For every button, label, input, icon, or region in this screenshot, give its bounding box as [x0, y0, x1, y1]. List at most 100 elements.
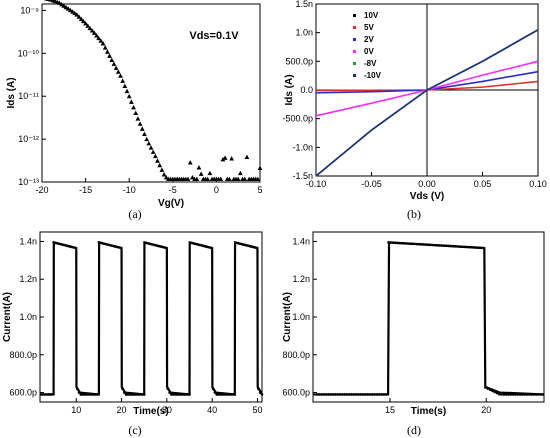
- panel-d-point: [433, 243, 436, 247]
- panel-d-point: [370, 393, 374, 396]
- panel-d-point: [528, 393, 531, 396]
- panel-c-point: [168, 391, 171, 394]
- panel-c-point: [88, 393, 92, 396]
- panel-a-point: [237, 170, 243, 176]
- panel-d-point: [484, 386, 487, 389]
- panel-c-point: [257, 387, 260, 391]
- panel-c-point: [130, 393, 133, 396]
- panel-c-point: [228, 393, 231, 396]
- panel-c-point: [231, 393, 235, 396]
- panel-c-xtick-label: 30: [162, 405, 172, 415]
- panel-a-point: [205, 176, 211, 181]
- panel-a-point: [218, 176, 224, 181]
- panel-c-caption: (c): [128, 423, 141, 437]
- panel-c-point: [255, 246, 258, 250]
- panel-a-point: [155, 158, 160, 163]
- panel-c-xlabel: Time(s): [133, 406, 168, 417]
- panel-d-point: [491, 389, 494, 393]
- panel-a-xtick-label: 5: [257, 185, 262, 195]
- panel-c-ytick-label: 1.2n: [19, 274, 37, 284]
- panel-a-point: [83, 20, 88, 26]
- panel-a-point: [87, 25, 93, 31]
- panel-a-xtick-label: 0: [214, 185, 219, 195]
- panel-b-xtick-label: 0.10: [529, 179, 547, 189]
- panel-c-point: [43, 393, 46, 396]
- panel-d-point: [419, 243, 423, 246]
- panel-d-point: [431, 243, 434, 247]
- panel-c-point: [226, 393, 229, 396]
- panel-d-point: [357, 393, 360, 396]
- panel-d-point: [384, 393, 388, 396]
- panel-d-xtick-label: 20: [481, 405, 491, 415]
- panel-a-point: [244, 154, 250, 160]
- panel-d-point: [389, 241, 393, 244]
- panel-a-point: [190, 174, 195, 180]
- panel-d-point: [470, 246, 473, 249]
- panel-d-point: [493, 390, 497, 394]
- panel-a-point: [220, 156, 226, 162]
- panel-b-legend-label: 10V: [364, 11, 379, 20]
- panel-a-point: [207, 170, 213, 176]
- panel-c-point: [164, 246, 168, 250]
- panel-c-xtick-label: 10: [71, 405, 81, 415]
- panel-c-point: [222, 393, 226, 396]
- panel-c-point: [122, 391, 126, 394]
- panel-b-ytick-label: -1.5n: [292, 171, 313, 181]
- panel-c-point: [142, 393, 146, 396]
- panel-a-point: [152, 153, 158, 159]
- panel-a-point: [94, 33, 99, 38]
- panel-c-point: [119, 246, 122, 250]
- panel-d-point: [375, 393, 379, 396]
- panel-d-point: [449, 244, 453, 248]
- panel-a-point: [133, 110, 139, 116]
- panel-a-point: [131, 105, 136, 110]
- panel-b-legend-marker: [353, 62, 356, 65]
- panel-c-ytick-label: 1.0n: [19, 312, 37, 322]
- panel-d-point: [334, 393, 337, 396]
- panel-d-current-trace: [313, 241, 545, 396]
- panel-c-ytick-label: 1.4n: [19, 236, 37, 246]
- panel-d-point: [537, 393, 540, 396]
- panel-d-point: [472, 246, 476, 249]
- panel-b-legend-marker: [353, 38, 356, 41]
- panel-a-point: [124, 88, 130, 94]
- panel-c-point: [141, 393, 144, 396]
- panel-d-point: [354, 393, 358, 396]
- panel-d-point: [368, 393, 372, 396]
- panel-a-point: [142, 131, 147, 136]
- panel-a-point: [111, 61, 117, 66]
- panel-c-point: [220, 393, 224, 396]
- panel-c-point: [128, 393, 132, 396]
- panel-c-ylabel: Current(A): [2, 292, 13, 342]
- panel-a-point: [105, 49, 110, 54]
- panel-d-point: [403, 242, 406, 245]
- panel-a-point: [81, 18, 86, 24]
- panel-c-point: [95, 393, 99, 396]
- panel-b-series--10V: [315, 29, 539, 177]
- panel-d-point: [451, 244, 455, 248]
- panel-d-point: [366, 393, 369, 396]
- panel-b-legend-marker: [353, 74, 356, 77]
- panel-d-point: [424, 243, 427, 246]
- panel-d-point: [442, 244, 446, 247]
- panel-c-point: [84, 393, 88, 396]
- panel-c-point: [77, 391, 81, 394]
- panel-a-point: [85, 23, 91, 28]
- panel-a-xtick-label: -10: [123, 185, 136, 195]
- panel-c-point: [217, 393, 220, 396]
- panel-c-point: [260, 393, 264, 396]
- panel-c-frame: [39, 231, 263, 403]
- panel-d-point: [327, 393, 330, 396]
- panel-c-point: [170, 393, 173, 396]
- panel-c-point: [233, 393, 237, 396]
- panel-a-point: [144, 136, 150, 142]
- panel-d-point: [331, 393, 335, 396]
- panel-d-point: [394, 241, 397, 245]
- panel-a-point: [229, 156, 235, 161]
- panel-a-ytick-label: 10⁻¹¹: [18, 91, 39, 101]
- panel-a-xtick-label: -5: [169, 185, 177, 195]
- panel-b-ytick-label: 0.0: [300, 85, 313, 95]
- panel-c-point: [188, 393, 191, 396]
- panel-a-point: [148, 145, 154, 150]
